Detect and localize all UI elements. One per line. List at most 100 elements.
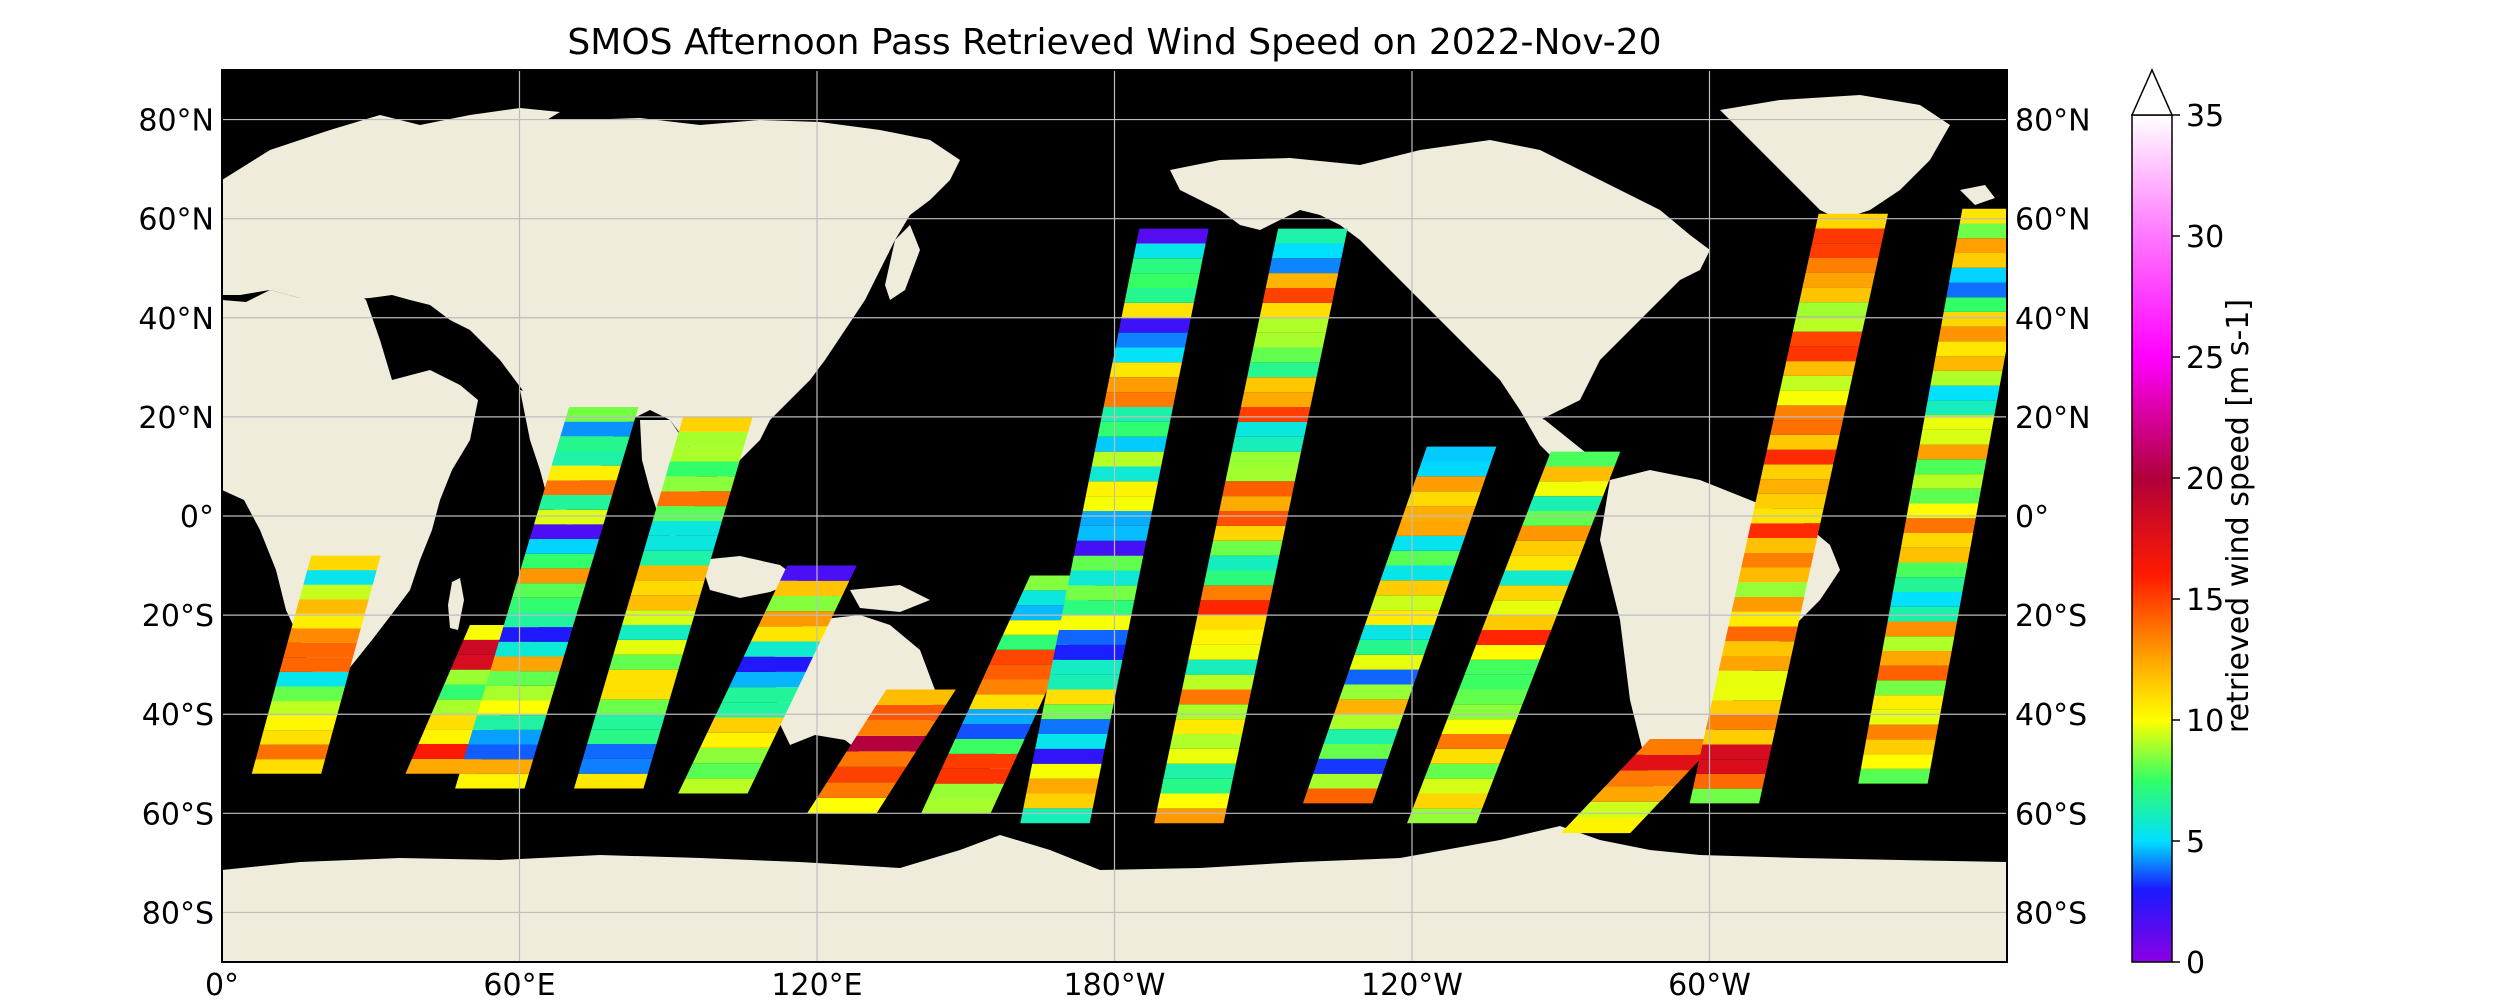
lon-label: 60°W [1668,968,1751,1000]
swath-segment [1924,400,1998,416]
colorbar-gradient [2131,114,2173,963]
swath-segment [1240,392,1314,407]
swath-segment [1130,258,1203,274]
swath-segment [1209,540,1283,556]
swath-segment [1754,493,1827,509]
swath-segment [1620,754,1705,771]
swath-segment [564,406,639,422]
swath-segment [551,451,626,466]
swath-segment [1458,674,1534,690]
swath-segment [948,739,1025,754]
swath-segment [1070,555,1144,571]
swath-segment [652,506,727,521]
swath-segment [1222,481,1295,497]
swath-segment [1302,788,1378,804]
swath-segment [1237,406,1311,422]
colorbar-tick-label: 5 [2186,825,2205,860]
swath-segment [533,509,608,525]
swath-segment [1344,669,1419,685]
swath-segment [1349,654,1424,670]
swath-segment [643,535,718,551]
swath-segment [1073,540,1147,556]
swath-segment [1271,243,1345,259]
swath-segment [1265,273,1339,289]
swath-segment [1026,778,1099,794]
swath-segment [1023,793,1096,809]
swath-segment [674,431,749,447]
swath-segment [574,773,648,789]
swath-segment [1760,464,1834,480]
swath-segment [490,656,564,672]
swath-segment [1868,709,1942,725]
arabian-peninsula [392,370,478,470]
swath-segment [255,744,330,760]
swath-segment [1175,704,1249,720]
lat-label: 40°N [138,302,214,337]
swath-segment [772,580,850,596]
lat-label: 0° [180,500,214,535]
swath-segment [1779,375,1853,391]
swath-segment [927,783,1005,799]
swath-segment [481,685,556,701]
swath-segment [1053,644,1126,660]
swath-segment [1702,729,1776,745]
swath-segment [617,625,692,640]
map-title: SMOS Afternoon Pass Retrieved Wind Speed… [567,22,1662,63]
swath-segment [1941,311,2007,327]
swath-segment [1527,496,1603,512]
swath-segment [1933,356,2006,371]
swath-segment [1354,639,1430,655]
swath-segment [1709,700,1782,715]
swath-segment [1047,674,1120,690]
swath-segment [1035,734,1108,749]
swath-segment [1757,479,1830,494]
swath-segment [1792,316,1866,332]
swath-segment [1219,496,1292,512]
swath-segment [1247,362,1320,378]
swath-segment [1213,525,1286,541]
swath-segment [1124,288,1197,303]
swath-segment [1364,610,1440,626]
swath-segment [1268,258,1342,274]
swath-segment [736,656,814,672]
swath-segment [1041,704,1114,720]
swath-segment [1943,297,2007,312]
lat-labels-left: 80°N 60°N 40°N 20°N 0° 20°S 40°S 60°S 80°S [138,104,214,932]
swath-segment [555,436,630,452]
swath-segment [1088,466,1162,482]
swath-segment [1447,704,1523,720]
swath-segment [1890,591,1963,607]
swath-segment [1560,817,1646,834]
swath-segment [982,664,1059,680]
lon-label: 0° [205,968,239,1000]
swath-segment [1493,585,1569,601]
swath-segment [1499,570,1575,586]
swath-segment [1734,582,1808,598]
swath-segment [1763,449,1837,465]
swath-segment [1100,406,1174,422]
swath-segment [1339,684,1414,700]
swath-segment [1812,228,1885,244]
wind-swath [455,406,639,789]
swath-segment [779,565,857,581]
wind-swath [1154,228,1348,824]
swath-segment [1250,347,1323,363]
swath-segment [1705,714,1779,730]
swath-segment [1182,674,1255,690]
swath-segment [1692,773,1766,789]
swath-segment [538,495,613,510]
new-guinea [850,585,930,612]
swath-segment [1635,739,1720,755]
swath-segment [635,565,709,581]
swath-segment [295,599,369,614]
swath-segment [1109,362,1182,378]
swath-segment [1464,659,1540,675]
swath-segment [1323,729,1399,744]
swath-segment [639,550,714,566]
swath-segment [1154,808,1227,824]
swath-segment [472,715,547,730]
swath-segment [1922,415,1995,430]
swath-segment [1441,719,1517,735]
swath-segment [459,759,534,774]
lat-label: 20°S [2015,599,2087,634]
